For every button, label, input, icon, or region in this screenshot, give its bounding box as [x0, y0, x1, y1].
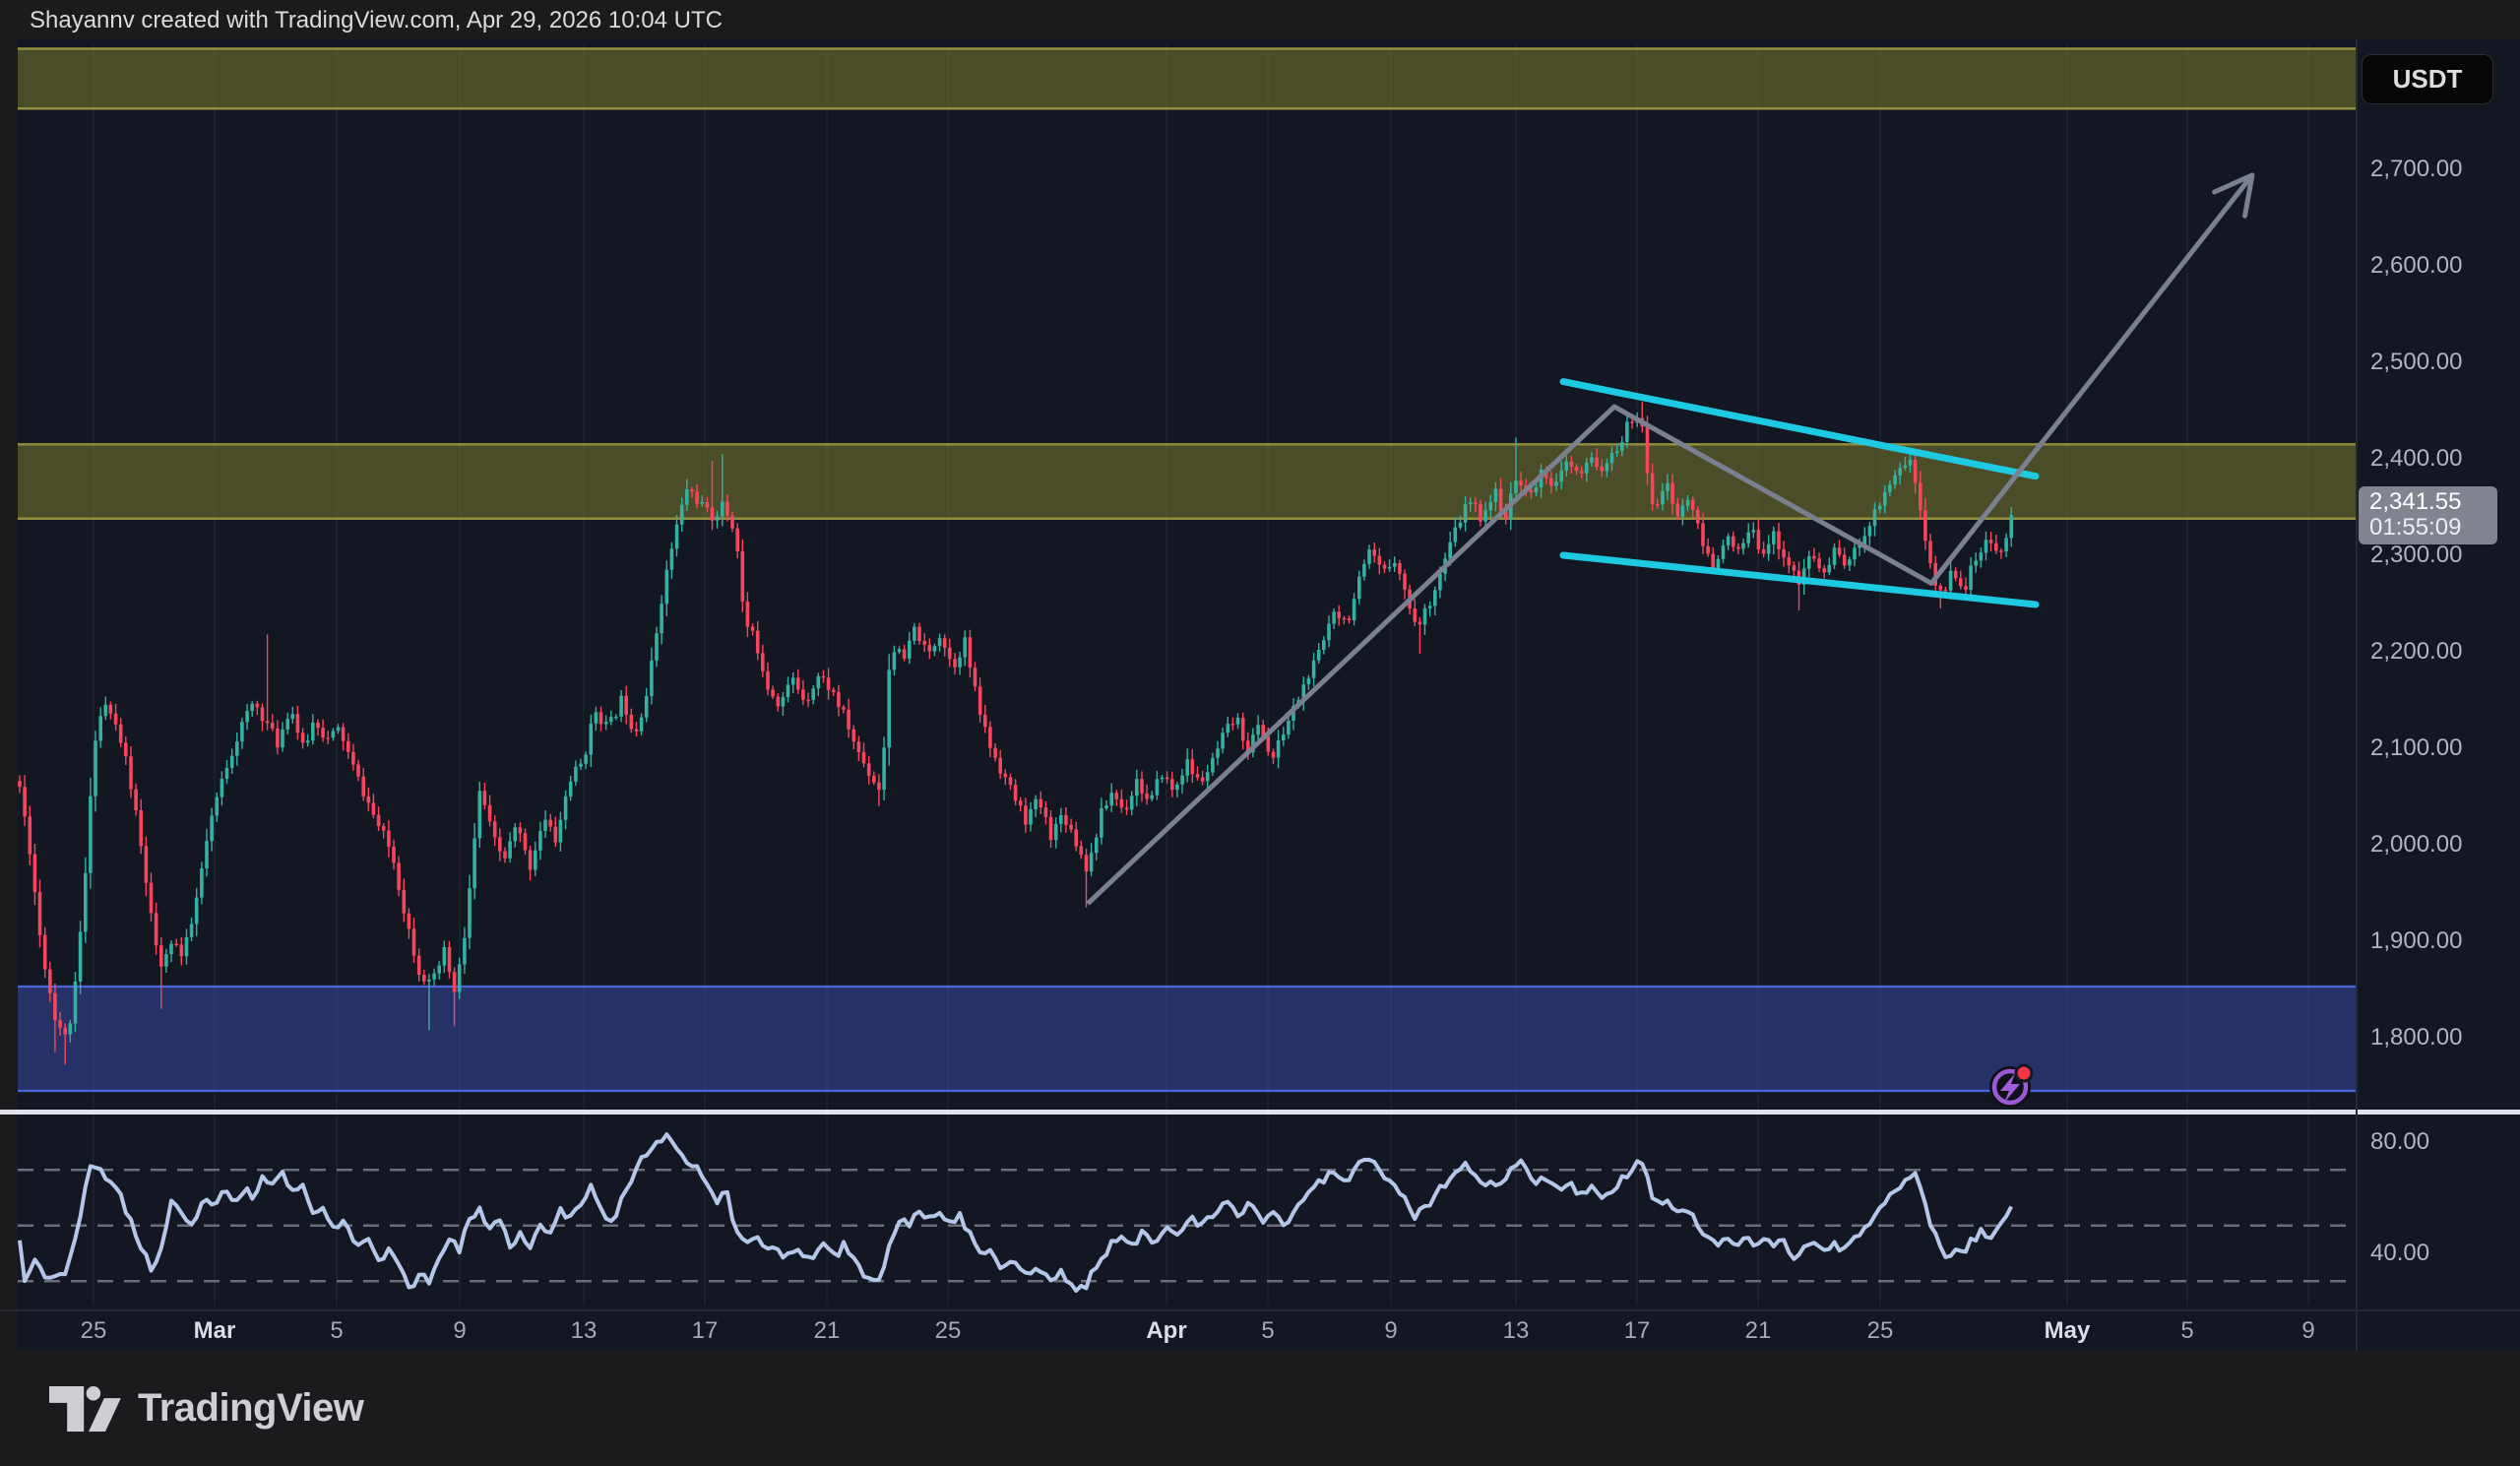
zone-resistance-mid[interactable]: [18, 444, 2356, 519]
zone-resistance-upper[interactable]: [18, 48, 2356, 109]
left-gutter: [0, 39, 18, 1351]
projection-arrow[interactable]: [1086, 172, 2255, 906]
vertical-gridlines: [93, 45, 2309, 1306]
lightning-marker-icon[interactable]: [1981, 1057, 2040, 1116]
price-zones[interactable]: [18, 47, 2356, 1093]
last-price-value: 2,341.55: [2369, 488, 2462, 515]
marker-red-dot: [2014, 1063, 2034, 1083]
zone-support[interactable]: [18, 987, 2356, 1091]
footer-strip: TradingView: [0, 1351, 2520, 1466]
arrow-head-icon: [2212, 172, 2255, 219]
rsi-dashed-levels: [18, 1169, 2356, 1283]
descending-channel[interactable]: [1559, 378, 2040, 608]
candlestick-series: [18, 402, 2013, 1065]
marker-ring: [1991, 1068, 2029, 1106]
currency-badge[interactable]: USDT: [2362, 54, 2493, 104]
price-axis-border: [2356, 39, 2358, 1351]
lightning-bolt-icon: [2000, 1073, 2020, 1103]
time-axis-border: [0, 1309, 2520, 1311]
rsi-line: [18, 1132, 2013, 1293]
last-price-label: 2,341.55 01:55:09: [2359, 486, 2497, 544]
attribution-text: Shayannv created with TradingView.com, A…: [30, 7, 723, 33]
attribution-bar: Shayannv created with TradingView.com, A…: [0, 0, 2520, 39]
tradingview-logo-icon: [49, 1385, 121, 1432]
bar-countdown: 01:55:09: [2369, 514, 2462, 541]
tradingview-logo[interactable]: TradingView: [49, 1384, 364, 1434]
pane-divider[interactable]: [0, 1110, 2520, 1115]
tradingview-logo-text: TradingView: [138, 1386, 364, 1430]
currency-badge-label: USDT: [2392, 64, 2463, 94]
